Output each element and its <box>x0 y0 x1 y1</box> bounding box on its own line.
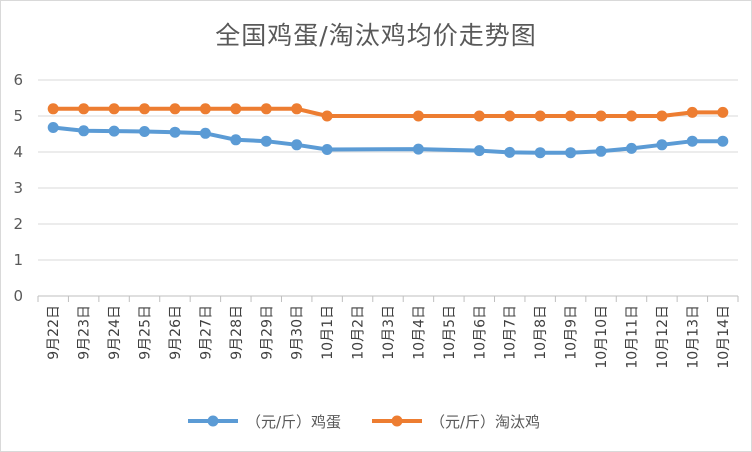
series-2 <box>47 103 729 122</box>
data-point <box>656 139 668 151</box>
data-point <box>717 135 729 147</box>
data-point <box>47 122 59 133</box>
x-tick-label: 10月13日 <box>685 305 701 369</box>
data-point <box>686 135 698 147</box>
data-point <box>230 103 242 115</box>
data-point <box>260 135 272 147</box>
data-point <box>717 106 729 118</box>
data-point <box>78 103 90 115</box>
data-point <box>412 143 424 155</box>
x-tick-label: 10月14日 <box>716 305 732 369</box>
data-point <box>504 146 516 158</box>
x-tick-label: 9月25日 <box>138 305 154 360</box>
y-tick-label: 0 <box>13 287 23 305</box>
x-tick-label: 10月7日 <box>503 305 519 360</box>
data-point <box>108 125 120 137</box>
data-point <box>47 103 59 115</box>
legend-item-1: （元/斤）鸡蛋 <box>188 413 341 431</box>
x-tick-label: 9月29日 <box>259 305 275 360</box>
data-point <box>78 125 90 137</box>
x-tick-label: 9月27日 <box>198 305 214 360</box>
x-tick-label: 10月3日 <box>381 305 397 360</box>
x-tick-label: 9月24日 <box>107 305 123 360</box>
legend: （元/斤）鸡蛋 （元/斤）淘汰鸡 <box>188 413 540 431</box>
y-tick-label: 5 <box>13 107 23 125</box>
y-tick-label: 6 <box>13 71 23 89</box>
legend-swatch-marker <box>391 415 403 427</box>
y-tick-label: 3 <box>13 179 23 197</box>
x-tick-label: 10月2日 <box>351 305 367 360</box>
data-point <box>595 110 607 122</box>
legend-label: （元/斤）淘汰鸡 <box>430 413 540 431</box>
data-point <box>139 126 150 137</box>
y-tick-label: 1 <box>13 251 23 269</box>
data-point <box>565 147 577 159</box>
data-point <box>291 139 303 151</box>
data-point <box>169 103 181 115</box>
x-tick-label: 10月8日 <box>533 305 549 360</box>
x-tick-label: 9月23日 <box>77 305 93 360</box>
x-tick-label: 10月5日 <box>442 305 458 360</box>
data-point <box>199 103 211 115</box>
series-group <box>47 103 729 159</box>
legend-label: （元/斤）鸡蛋 <box>246 413 341 431</box>
data-point <box>291 103 303 115</box>
series-1 <box>47 122 729 159</box>
data-point <box>595 145 607 157</box>
x-tick-label: 10月9日 <box>564 305 580 360</box>
data-point <box>412 110 424 122</box>
data-point <box>260 103 272 115</box>
data-point <box>626 110 637 122</box>
data-point <box>139 103 150 115</box>
legend-swatch-marker <box>207 415 219 427</box>
x-tick-label: 10月11日 <box>624 305 640 369</box>
data-point <box>230 134 242 146</box>
y-axis-ticks: 0 1 2 3 4 5 6 <box>13 71 23 305</box>
x-tick-label: 9月30日 <box>290 305 306 360</box>
data-point <box>626 142 637 154</box>
data-point <box>321 144 333 155</box>
chart-title: 全国鸡蛋/淘汰鸡均价走势图 <box>215 21 537 50</box>
x-axis <box>37 295 739 302</box>
data-point <box>565 110 577 122</box>
data-point <box>321 110 333 122</box>
x-tick-label: 10月6日 <box>472 305 488 360</box>
legend-item-2: （元/斤）淘汰鸡 <box>372 413 540 431</box>
data-point <box>534 147 546 159</box>
data-point <box>534 110 546 122</box>
data-point <box>686 106 698 118</box>
data-point <box>473 145 485 157</box>
y-tick-label: 2 <box>13 215 23 233</box>
series-line <box>51 106 725 118</box>
x-tick-label: 10月4日 <box>411 305 427 360</box>
x-tick-label: 9月28日 <box>229 305 245 360</box>
data-point <box>169 126 181 138</box>
x-tick-label: 9月26日 <box>168 305 184 360</box>
x-tick-label: 10月10日 <box>594 305 610 369</box>
y-tick-label: 4 <box>13 143 23 161</box>
data-point <box>504 110 516 122</box>
data-point <box>108 103 120 115</box>
data-point <box>473 110 485 122</box>
x-tick-label: 9月22日 <box>46 305 62 360</box>
x-tick-label: 10月12日 <box>655 305 671 369</box>
data-point <box>199 127 211 139</box>
x-tick-label: 10月1日 <box>320 305 336 360</box>
series-line <box>51 125 725 155</box>
x-axis-ticks: 9月22日 9月23日 9月24日 9月25日 9月26日 9月27日 9月28日 9月29日… <box>46 305 732 369</box>
data-point <box>656 110 668 122</box>
